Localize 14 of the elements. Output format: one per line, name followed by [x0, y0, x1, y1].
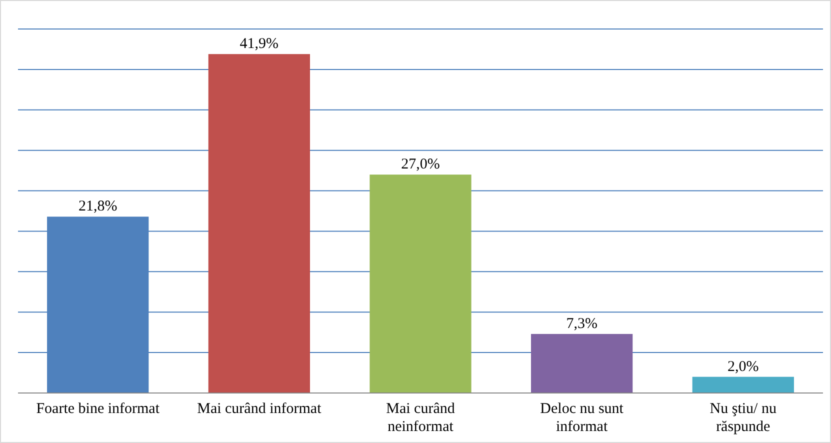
x-tick-label: Nu ştiu/ nu răspunde — [710, 401, 777, 435]
data-label: 2,0% — [728, 358, 759, 375]
x-tick-label: Foarte bine informat — [36, 401, 160, 417]
x-tick-label: Deloc nu sunt informat — [540, 401, 624, 435]
data-label: 27,0% — [401, 156, 440, 173]
x-tick-label: Mai curând informat — [197, 401, 322, 417]
bar — [370, 174, 472, 393]
bar — [208, 54, 310, 393]
data-label: 41,9% — [240, 36, 279, 52]
data-label: 7,3% — [566, 316, 598, 332]
bar — [692, 376, 794, 393]
data-label: 21,8% — [78, 198, 118, 215]
bar — [531, 334, 633, 393]
x-tick-label: Mai curând neinformat — [386, 401, 456, 435]
